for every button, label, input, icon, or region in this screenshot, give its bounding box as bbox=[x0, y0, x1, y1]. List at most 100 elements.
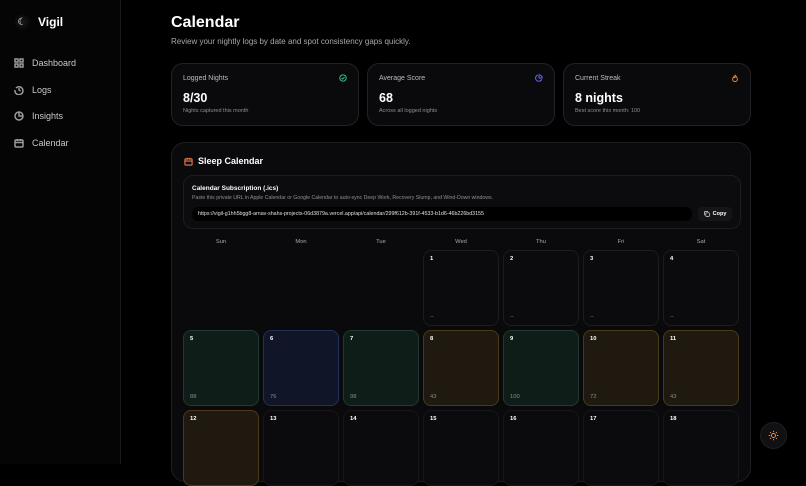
sidebar-nav: Dashboard Logs Insights Calendar bbox=[14, 50, 76, 156]
stat-card-average-score: Average Score 68 Across all logged night… bbox=[367, 63, 555, 126]
stat-card-logged-nights: Logged Nights 8/30 Nights captured this … bbox=[171, 63, 359, 126]
blank-cell bbox=[183, 250, 259, 326]
pie-chart-icon bbox=[535, 74, 543, 84]
panel-title-text: Sleep Calendar bbox=[198, 156, 264, 166]
copy-button[interactable]: Copy bbox=[698, 207, 732, 221]
calendar-icon bbox=[184, 157, 193, 166]
day-number: 17 bbox=[590, 416, 597, 422]
brand[interactable]: ☾ Vigil bbox=[14, 14, 63, 30]
day-number: 15 bbox=[430, 416, 437, 422]
sidebar-item-insights[interactable]: Insights bbox=[14, 103, 76, 130]
calendar-day-cell[interactable]: 8 43 bbox=[423, 330, 499, 406]
copy-icon bbox=[703, 211, 710, 217]
sun-icon bbox=[768, 430, 779, 441]
day-score: 43 bbox=[430, 394, 437, 400]
stat-label: Current Streak bbox=[575, 75, 621, 82]
sidebar: ☾ Vigil Dashboard Logs Insights Calendar bbox=[0, 0, 121, 464]
day-number: 11 bbox=[670, 336, 677, 342]
day-number: 4 bbox=[670, 256, 674, 262]
stats-cards: Logged Nights 8/30 Nights captured this … bbox=[171, 63, 751, 126]
calendar-day-cell[interactable]: 9 100 bbox=[503, 330, 579, 406]
day-score: 76 bbox=[270, 394, 277, 400]
theme-toggle-button[interactable] bbox=[760, 422, 787, 449]
day-score: -- bbox=[590, 314, 594, 320]
moon-logo-icon: ☾ bbox=[14, 14, 30, 30]
brand-name: Vigil bbox=[38, 15, 64, 29]
page-subtitle: Review your nightly logs by date and spo… bbox=[171, 37, 411, 46]
stat-label: Average Score bbox=[379, 75, 426, 82]
blank-cell bbox=[263, 250, 339, 326]
sidebar-item-calendar[interactable]: Calendar bbox=[14, 130, 76, 157]
day-score: -- bbox=[430, 314, 434, 320]
day-number: 13 bbox=[270, 416, 277, 422]
day-score: 98 bbox=[350, 394, 357, 400]
history-icon bbox=[14, 85, 24, 95]
calendar-day-cell[interactable]: 16 bbox=[503, 410, 579, 486]
check-circle-icon bbox=[339, 74, 347, 84]
day-score: -- bbox=[670, 314, 674, 320]
day-score: 43 bbox=[670, 394, 677, 400]
calendar-day-cell[interactable]: 6 76 bbox=[263, 330, 339, 406]
day-number: 14 bbox=[350, 416, 357, 422]
page-title: Calendar bbox=[171, 14, 240, 31]
calendar-day-cell[interactable]: 1 -- bbox=[423, 250, 499, 326]
calendar-day-cell[interactable]: 18 bbox=[663, 410, 739, 486]
flame-icon bbox=[731, 74, 739, 84]
calendar-day-cell[interactable]: 11 43 bbox=[663, 330, 739, 406]
subscription-url-field[interactable]: https://vigil-g1hh5bgg8-arnav-shahs-proj… bbox=[192, 207, 692, 221]
day-score: 88 bbox=[190, 394, 197, 400]
panel-title: Sleep Calendar bbox=[184, 156, 263, 166]
stat-value: 8 nights bbox=[575, 91, 623, 105]
calendar-day-cell[interactable]: 15 bbox=[423, 410, 499, 486]
day-score: -- bbox=[510, 314, 514, 320]
sidebar-item-dashboard[interactable]: Dashboard bbox=[14, 50, 76, 77]
day-number: 7 bbox=[350, 336, 354, 342]
sidebar-item-label: Calendar bbox=[32, 137, 69, 148]
stat-value: 8/30 bbox=[183, 91, 208, 105]
sleep-calendar-panel: Sleep Calendar Calendar Subscription (.i… bbox=[171, 142, 751, 486]
day-number: 2 bbox=[510, 256, 514, 262]
day-number: 9 bbox=[510, 336, 514, 342]
grid-icon bbox=[14, 58, 24, 68]
day-number: 12 bbox=[190, 416, 197, 422]
sidebar-item-label: Logs bbox=[32, 84, 52, 95]
day-number: 16 bbox=[510, 416, 517, 422]
day-score: 100 bbox=[510, 394, 520, 400]
weekday-label: Thu bbox=[536, 239, 546, 245]
calendar-grid: 1 -- 2 -- 3 -- 4 -- 5 88 6 76 7 98 8 43 9 100 10 72 11 43 12 13… bbox=[183, 250, 739, 486]
weekday-label: Tue bbox=[376, 239, 386, 245]
calendar-day-cell[interactable]: 10 72 bbox=[583, 330, 659, 406]
stat-sub: Nights captured this month bbox=[183, 108, 249, 114]
calendar-day-cell[interactable]: 7 98 bbox=[343, 330, 419, 406]
weekday-header: Sun Mon Tue Wed Thu Fri Sat bbox=[183, 239, 739, 245]
stat-sub: Best score this month: 100 bbox=[575, 108, 641, 114]
day-number: 8 bbox=[430, 336, 434, 342]
blank-cell bbox=[343, 250, 419, 326]
weekday-label: Wed bbox=[455, 239, 467, 245]
weekday-label: Mon bbox=[295, 239, 307, 245]
calendar-day-cell[interactable]: 3 -- bbox=[583, 250, 659, 326]
day-number: 1 bbox=[430, 256, 434, 262]
calendar-day-cell[interactable]: 13 bbox=[263, 410, 339, 486]
sidebar-item-label: Dashboard bbox=[32, 58, 77, 69]
weekday-label: Sat bbox=[696, 239, 706, 245]
calendar-day-cell[interactable]: 5 88 bbox=[183, 330, 259, 406]
calendar-day-cell[interactable]: 2 -- bbox=[503, 250, 579, 326]
day-number: 5 bbox=[190, 336, 194, 342]
sidebar-item-logs[interactable]: Logs bbox=[14, 77, 76, 104]
calendar-day-cell[interactable]: 14 bbox=[343, 410, 419, 486]
pie-chart-icon bbox=[14, 111, 24, 121]
day-number: 6 bbox=[270, 336, 274, 342]
stat-sub: Across all logged nights bbox=[379, 108, 438, 114]
calendar-icon bbox=[14, 138, 24, 148]
weekday-label: Sun bbox=[215, 239, 227, 245]
calendar-day-cell[interactable]: 17 bbox=[583, 410, 659, 486]
subscription-title: Calendar Subscription (.ics) bbox=[192, 185, 279, 192]
calendar-subscription: Calendar Subscription (.ics) Paste this … bbox=[183, 175, 741, 229]
stat-value: 68 bbox=[379, 91, 393, 105]
calendar-day-cell[interactable]: 4 -- bbox=[663, 250, 739, 326]
sidebar-item-label: Insights bbox=[32, 111, 64, 122]
day-number: 3 bbox=[590, 256, 594, 262]
calendar-day-cell[interactable]: 12 bbox=[183, 410, 259, 486]
subscription-description: Paste this private URL in Apple Calendar… bbox=[192, 195, 494, 201]
